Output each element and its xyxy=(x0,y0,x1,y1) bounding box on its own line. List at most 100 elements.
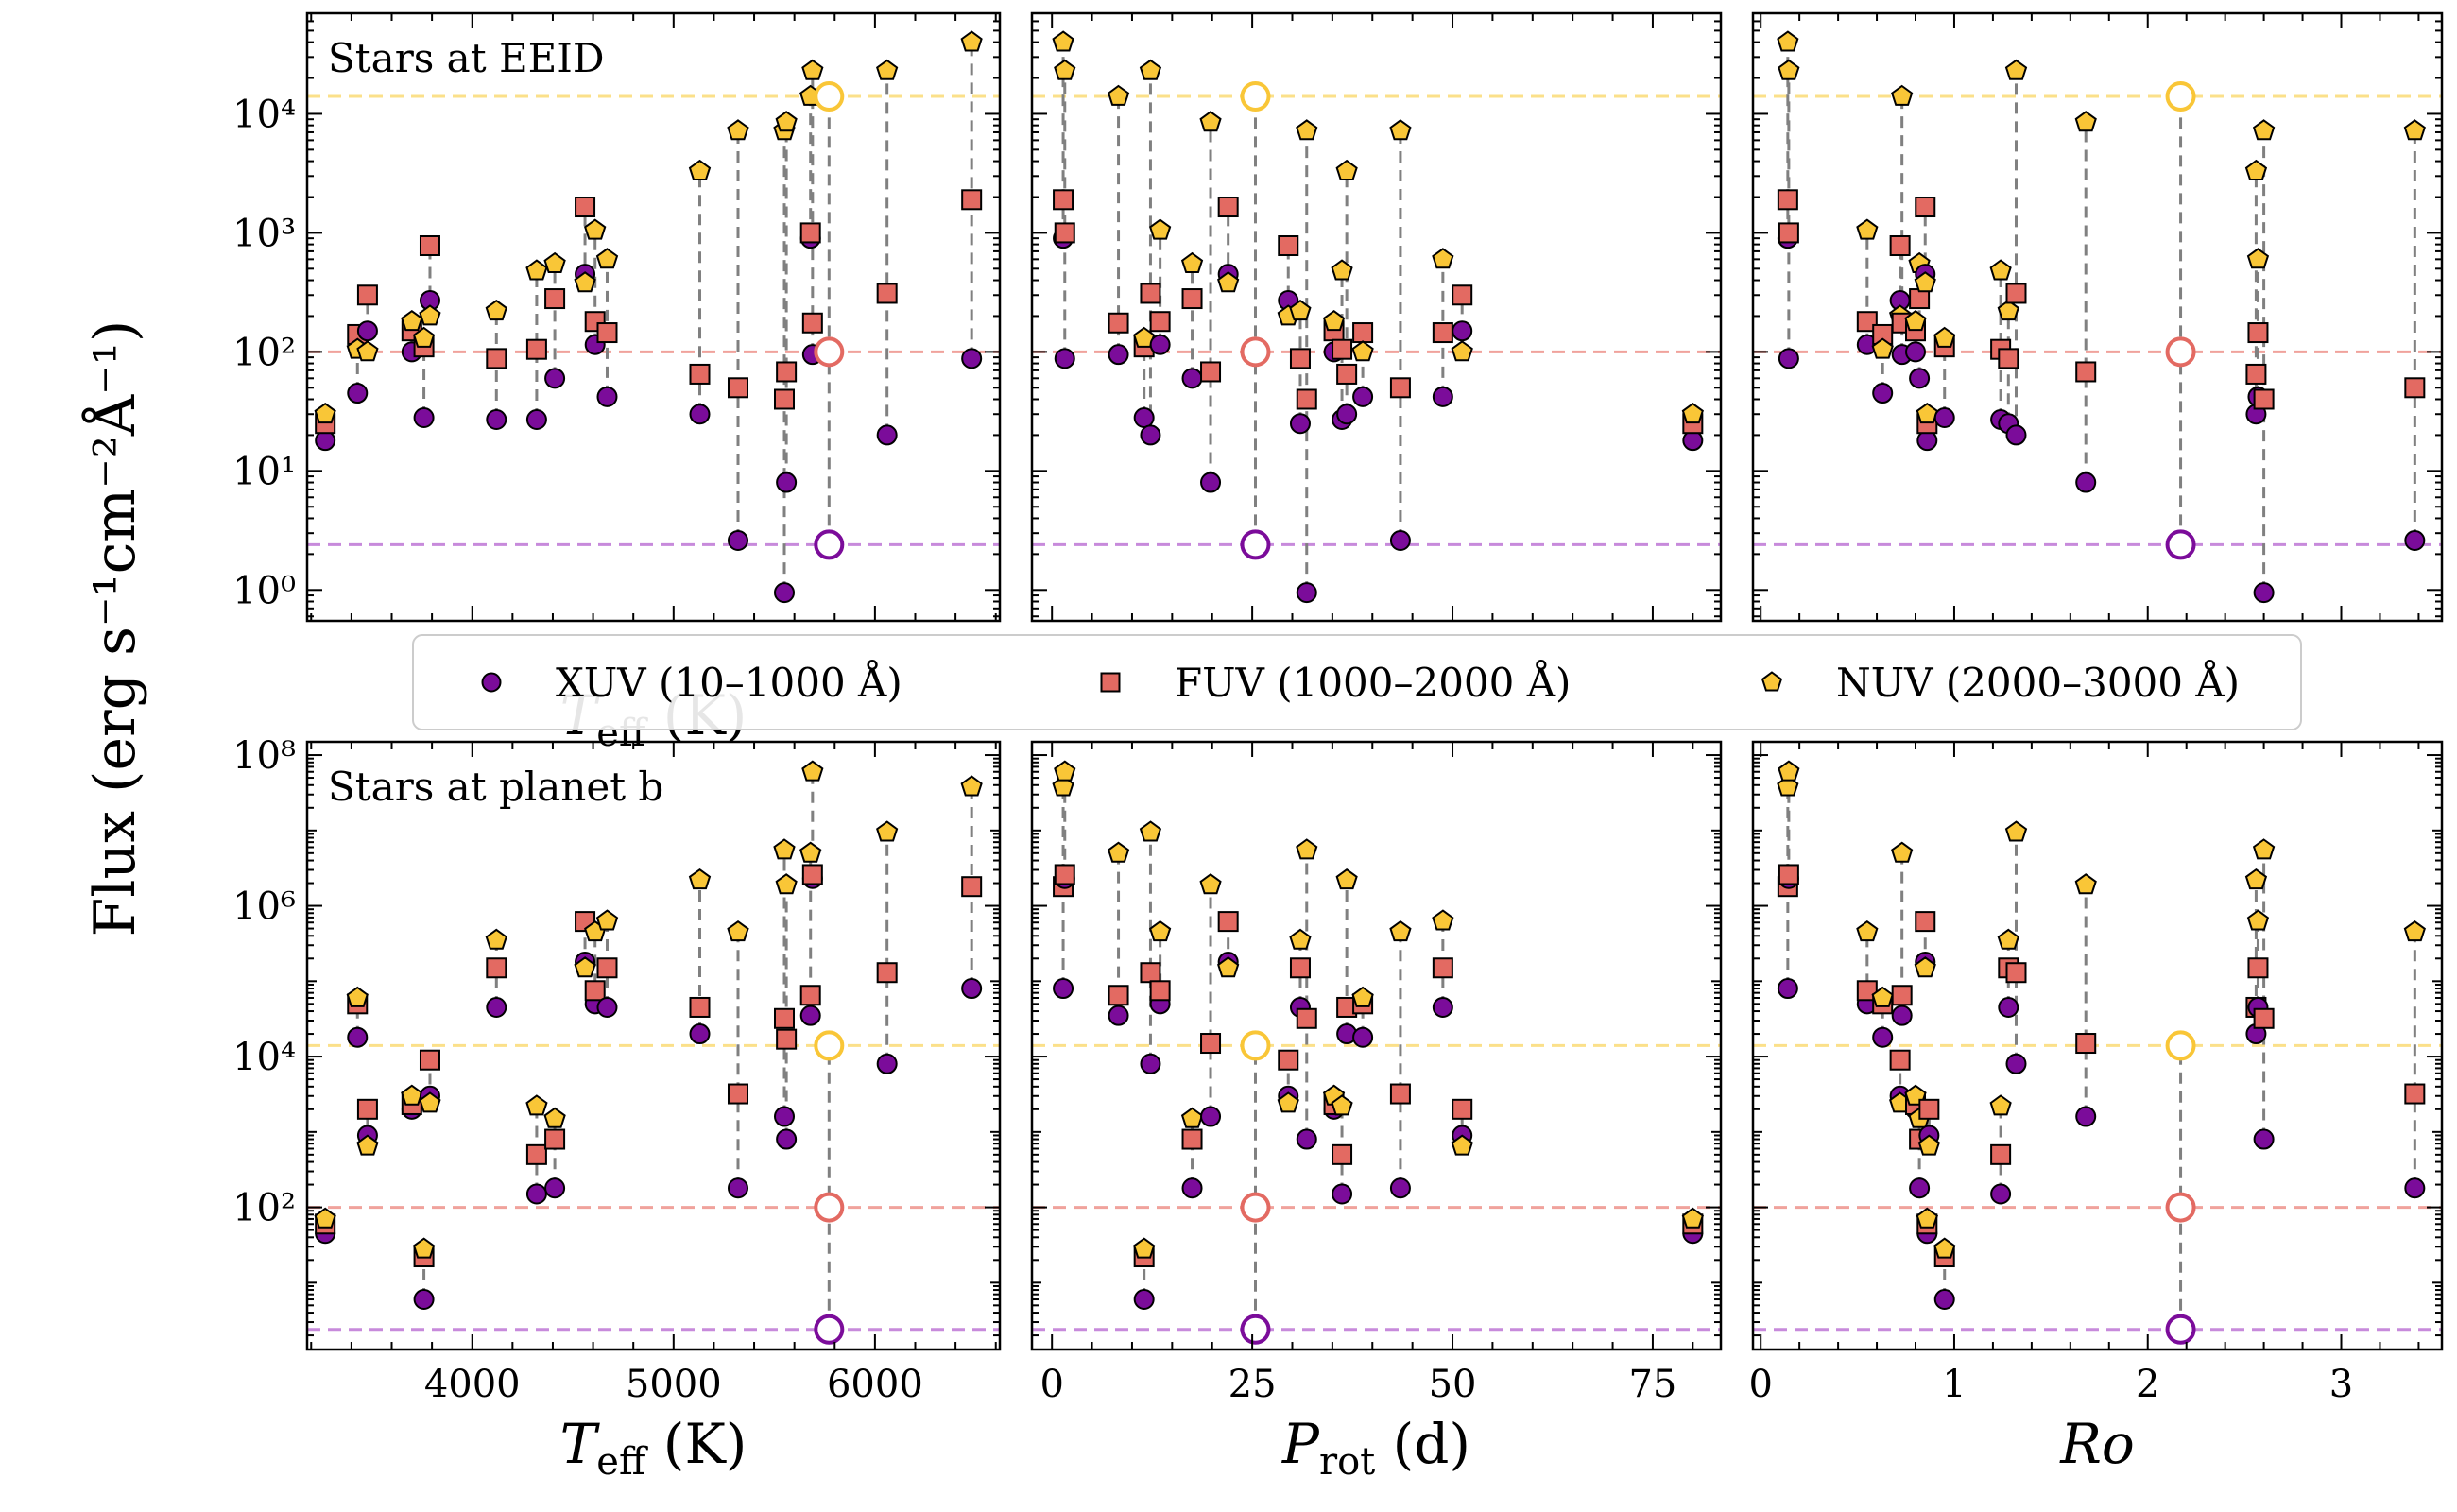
fuv-point xyxy=(419,235,440,257)
nuv-point xyxy=(2004,820,2028,842)
nuv-point xyxy=(2246,248,2270,269)
nuv-point xyxy=(1778,59,1800,80)
fuv-point xyxy=(1289,348,1311,369)
xuv-point xyxy=(2005,1053,2027,1074)
xuv-point xyxy=(1181,368,1203,389)
nuv-point xyxy=(314,1207,336,1228)
nuv-point xyxy=(2252,838,2276,860)
nuv-point xyxy=(1180,251,1204,273)
nuv-point xyxy=(2244,159,2268,180)
nuv-point xyxy=(1451,340,1473,362)
fuv-point xyxy=(1108,985,1129,1006)
fuv-point xyxy=(876,283,898,304)
xuv-point xyxy=(347,1026,369,1048)
nuv-point xyxy=(2074,873,2097,895)
fuv-point xyxy=(961,189,983,211)
x-axis-label-main: Ro xyxy=(2059,1412,2135,1476)
nuv-point xyxy=(346,986,369,1007)
xuv-point xyxy=(1872,383,1894,404)
fuv-point xyxy=(1217,197,1239,218)
sun-nuv-marker xyxy=(1240,1030,1271,1061)
fuv-point xyxy=(799,222,821,244)
nuv-point xyxy=(1891,841,1914,863)
fuv-point xyxy=(1140,283,1161,304)
xuv-point xyxy=(2404,1177,2426,1199)
xuv-point xyxy=(1140,1053,1161,1074)
fuv-point xyxy=(727,1083,748,1105)
xuv-point xyxy=(1352,386,1374,407)
x-tick-label: 25 xyxy=(1228,1363,1277,1406)
fuv-point xyxy=(356,1098,378,1120)
nuv-point xyxy=(960,30,983,52)
fuv-point xyxy=(419,1049,440,1071)
fuv-point xyxy=(2075,361,2097,383)
nuv-point xyxy=(1296,119,1318,141)
fuv-point xyxy=(1181,288,1203,310)
nuv-point xyxy=(1432,909,1454,931)
plot-area xyxy=(1753,760,2442,1345)
xuv-point xyxy=(1336,404,1358,425)
xuv-point xyxy=(596,996,618,1018)
plot-area xyxy=(307,760,1000,1345)
xuv-point xyxy=(774,1106,796,1127)
nuv-point xyxy=(2403,119,2426,141)
fuv-point xyxy=(575,197,596,218)
nuv-point xyxy=(543,251,566,273)
sun-xuv-marker xyxy=(2165,529,2196,560)
xuv-point xyxy=(2404,530,2426,552)
xuv-point xyxy=(876,1053,898,1074)
y-tick-label: 10⁰ xyxy=(232,569,296,612)
x-tick-label: 6000 xyxy=(827,1363,923,1406)
axes-frame xyxy=(1030,11,1723,623)
xuv-point xyxy=(2075,1106,2097,1127)
nuv-point xyxy=(2252,119,2276,141)
fuv-point xyxy=(1998,348,2019,369)
fuv-point xyxy=(1856,980,1878,1002)
xuv-point xyxy=(486,408,507,430)
nuv-point xyxy=(799,841,822,863)
nuv-point xyxy=(775,111,798,132)
legend-marker-fuv xyxy=(1100,672,1121,693)
nuv-point xyxy=(1199,873,1222,895)
xuv-point xyxy=(776,472,798,493)
sun-xuv-marker xyxy=(814,529,845,560)
sun-xuv-marker xyxy=(1240,1314,1271,1345)
legend-marker-xuv xyxy=(481,672,502,693)
nuv-point xyxy=(1322,309,1346,332)
x-tick-label: 3 xyxy=(2329,1363,2353,1406)
x-tick-label: 50 xyxy=(1429,1363,1477,1406)
nuv-point xyxy=(801,760,824,782)
nuv-point xyxy=(1277,1091,1299,1113)
xuv-point xyxy=(1181,1177,1203,1199)
nuv-point xyxy=(1916,1207,1938,1228)
nuv-point xyxy=(525,1094,548,1116)
nuv-point xyxy=(1133,326,1156,348)
xuv-point xyxy=(689,404,711,425)
xuv-point xyxy=(1108,1005,1129,1026)
x-tick-label: 2 xyxy=(2136,1363,2159,1406)
fuv-point xyxy=(1217,911,1239,933)
xuv-point xyxy=(1777,978,1798,1000)
panel-planetb-ro: 0 1 2 3 Ro xyxy=(1748,740,2444,1476)
legend: XUV (10–1000 Å) FUV (1000–2000 Å) NUV (200… xyxy=(412,634,2302,730)
x-tick-label: 0 xyxy=(1040,1363,1063,1406)
fuv-point xyxy=(2005,962,2027,984)
fuv-point xyxy=(1336,363,1358,385)
xuv-point xyxy=(1905,341,1927,363)
fuv-point xyxy=(1296,388,1317,410)
plot-area xyxy=(1032,760,1721,1345)
xuv-point xyxy=(1133,407,1155,429)
nuv-point xyxy=(1389,119,1412,141)
x-axis-label: Prot (d) xyxy=(1281,1412,1470,1484)
y-tick-label: 10⁴ xyxy=(232,1036,296,1079)
fuv-point xyxy=(2253,388,2275,410)
fuv-point xyxy=(1389,1083,1411,1105)
fuv-point xyxy=(689,363,711,385)
sun-fuv-marker xyxy=(1240,1192,1271,1223)
nuv-point xyxy=(1389,919,1412,942)
nuv-point xyxy=(1933,326,1956,348)
legend-frame xyxy=(412,634,2302,730)
fuv-point xyxy=(2404,377,2426,399)
nuv-point xyxy=(584,218,607,240)
xuv-point xyxy=(2253,582,2275,604)
